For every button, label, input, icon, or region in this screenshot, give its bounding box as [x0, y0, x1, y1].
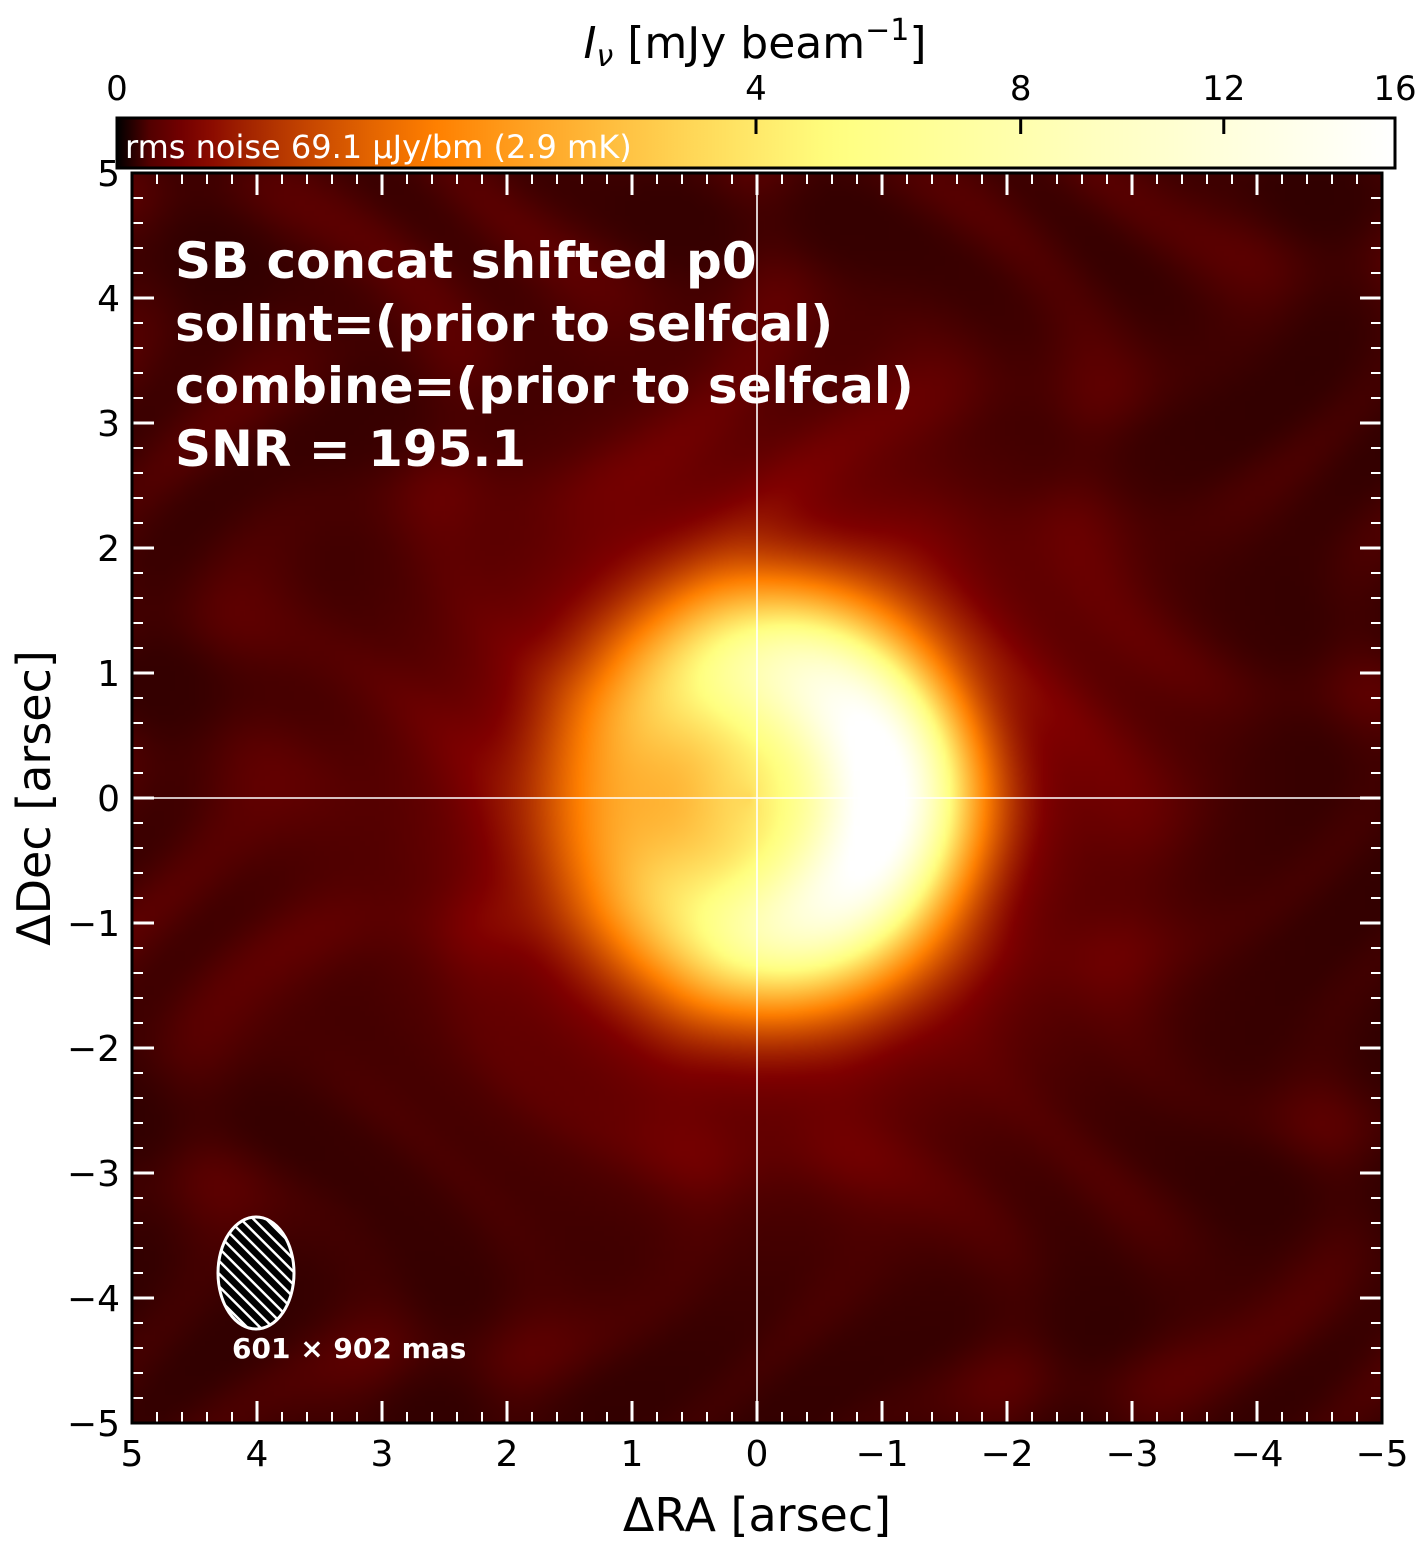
colorbar-noise-label: rms noise 69.1 μJy/bm (2.9 mK): [125, 128, 632, 166]
x-tick-label: −5: [1355, 1434, 1408, 1475]
colorbar-tick-label: 0: [106, 69, 128, 109]
annotation-line-4: SNR = 195.1: [175, 420, 526, 478]
x-tick-label: 4: [246, 1434, 269, 1475]
y-tick-label: 0: [97, 779, 120, 820]
colorbar-tick-label: 8: [1010, 69, 1032, 109]
x-tick-label: 1: [621, 1434, 644, 1475]
y-axis-label: ΔDec [arsec]: [7, 650, 61, 946]
beam-ellipse: [216, 1215, 296, 1331]
plot-area: SB concat shifted p0 solint=(prior to se…: [130, 171, 1384, 1425]
annotation-line-3: combine=(prior to selfcal): [175, 357, 914, 415]
x-tick-labels: 5 4 3 2 1 0 −1 −2 −3 −4 −5: [121, 1434, 1409, 1475]
y-tick-label: −2: [67, 1029, 120, 1070]
beam-label: 601 × 902 mas: [232, 1332, 466, 1365]
x-tick-label: 3: [371, 1434, 394, 1475]
y-tick-label: −3: [67, 1154, 120, 1195]
x-tick-label: 5: [121, 1434, 144, 1475]
colorbar-tick-label: 12: [1202, 69, 1245, 109]
beam-indicator: 601 × 902 mas: [216, 1215, 466, 1365]
y-tick-label: 2: [97, 529, 120, 570]
colorbar-label: Iν [mJy beam−1]: [584, 13, 927, 74]
y-tick-label: 4: [97, 279, 120, 320]
y-tick-label: 5: [97, 154, 120, 195]
colorbar-tick-label: 4: [745, 69, 767, 109]
colorbar-tick-label: 16: [1373, 69, 1416, 109]
x-tick-label: 2: [496, 1434, 519, 1475]
y-tick-label: 3: [97, 404, 120, 445]
y-tick-label: 1: [97, 654, 120, 695]
plot-frame: [130, 171, 1384, 1425]
x-tick-label: 0: [746, 1434, 769, 1475]
y-tick-label: −1: [67, 904, 120, 945]
x-tick-label: −4: [1230, 1434, 1283, 1475]
x-axis-label: ΔRA [arsec]: [623, 1488, 891, 1542]
annotation-line-1: SB concat shifted p0: [175, 232, 757, 290]
colorbar-ticks: 0 4 8 12 16: [106, 69, 1417, 134]
colorbar: Iν [mJy beam−1] 0 4 8 12 16 rms noise 69.1 μ…: [106, 13, 1417, 170]
y-tick-labels: 5 4 3 2 1 0 −1 −2 −3 −4 −5: [67, 154, 120, 1445]
x-tick-label: −3: [1105, 1434, 1158, 1475]
x-tick-label: −1: [855, 1434, 908, 1475]
x-tick-label: −2: [980, 1434, 1033, 1475]
y-tick-label: −4: [67, 1279, 120, 1320]
y-tick-label: −5: [67, 1404, 120, 1445]
annotation-line-2: solint=(prior to selfcal): [175, 295, 833, 353]
annotation-text: SB concat shifted p0 solint=(prior to se…: [175, 232, 914, 478]
